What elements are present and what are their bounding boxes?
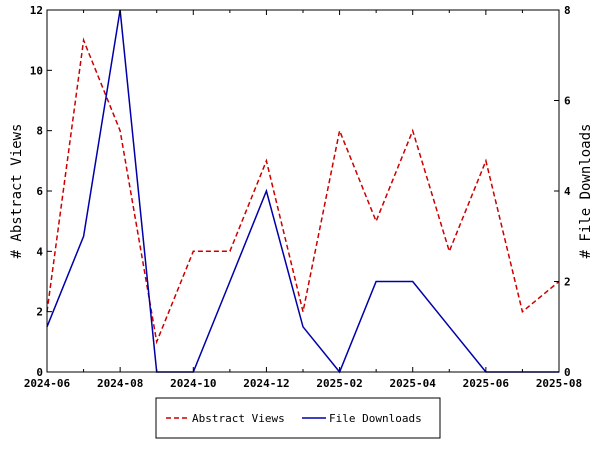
y-axis-right-title: # File Downloads (578, 124, 594, 259)
ticks-layer: 2024-06 2024-08 2024-10 2024-12 2025-02 2025-… (24, 4, 582, 390)
x-tick-label: 2025-02 (316, 377, 362, 390)
y-left-tick-label: 8 (36, 125, 43, 138)
legend-label-file-downloads: File Downloads (329, 412, 422, 425)
y-right-tick-label: 2 (564, 276, 571, 289)
y-right-tick-label: 4 (564, 185, 571, 198)
y-axis-left-title: # Abstract Views (9, 124, 25, 259)
series-layer (46, 9, 560, 374)
x-tick-label: 2025-06 (463, 377, 510, 390)
x-tick-label: 2024-12 (243, 377, 289, 390)
y-right-tick-label: 0 (564, 366, 571, 379)
legend: Abstract Views File Downloads (155, 397, 441, 439)
y-left-tick-label: 6 (36, 185, 43, 198)
x-tick-label: 2024-08 (97, 377, 143, 390)
x-tick-label: 2024-10 (170, 377, 216, 390)
y-left-tick-label: 10 (30, 64, 43, 77)
x-tick-label: 2025-04 (390, 377, 437, 390)
y-left-tick-label: 0 (36, 366, 43, 379)
plot-frame (46, 9, 560, 373)
series-line-abstract-views (46, 37, 560, 345)
y-left-tick-label: 2 (36, 306, 43, 319)
y-right-tick-label: 6 (564, 95, 571, 108)
y-right-tick-label: 8 (564, 4, 571, 17)
y-left-tick-label: 4 (36, 245, 43, 258)
series-line-file-downloads (46, 9, 559, 374)
x-tick-label: 2025-08 (536, 377, 582, 390)
x-tick-label: 2024-06 (24, 377, 71, 390)
legend-label-abstract-views: Abstract Views (192, 412, 285, 425)
y-left-tick-label: 12 (30, 4, 43, 17)
legend-box (155, 397, 441, 439)
